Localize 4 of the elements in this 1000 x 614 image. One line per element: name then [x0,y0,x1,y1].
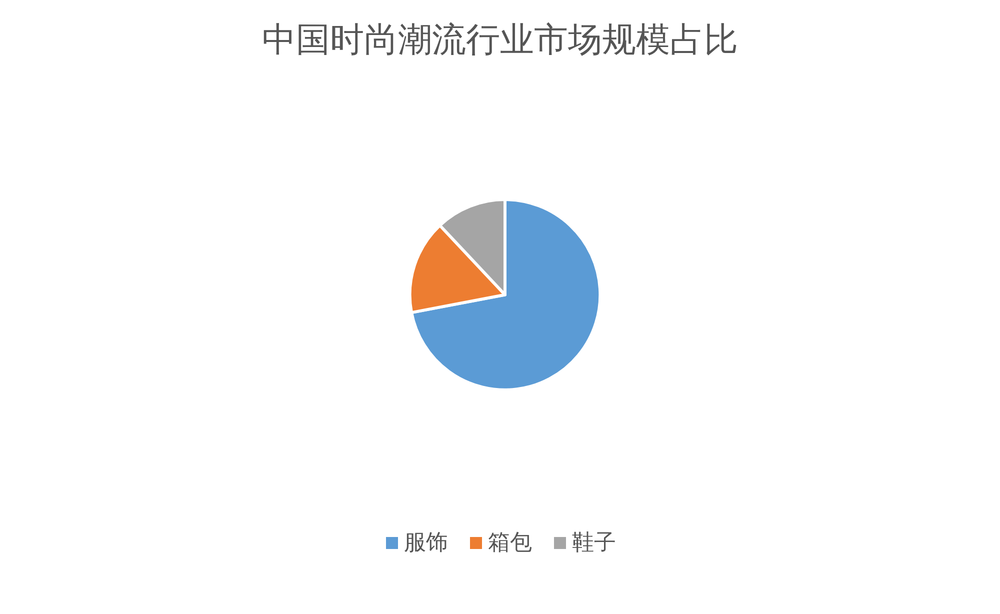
legend-label: 鞋子 [572,530,616,556]
legend-label: 箱包 [488,530,532,556]
legend-label: 服饰 [404,530,448,556]
chart-title: 中国时尚潮流行业市场规模占比 [262,20,738,60]
